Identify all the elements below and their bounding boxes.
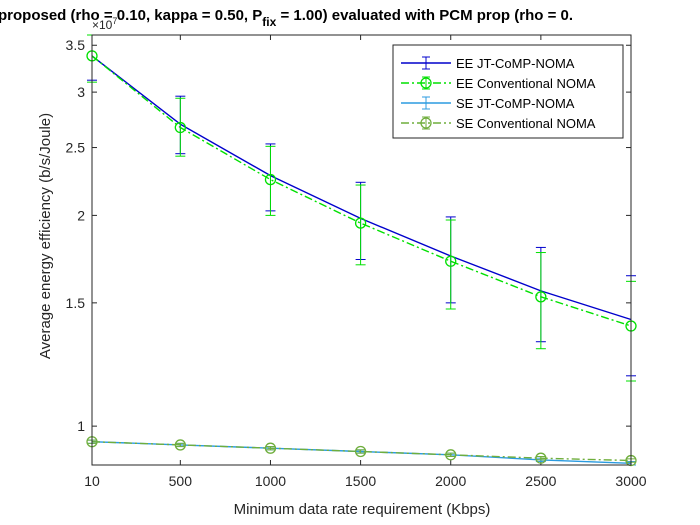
x-tick-label: 1500 — [345, 473, 376, 489]
x-tick-label: 10 — [84, 473, 100, 489]
data-point — [174, 121, 186, 134]
data-point — [445, 449, 457, 461]
data-point — [174, 439, 186, 451]
series-line — [91, 441, 632, 462]
y-tick-label: 1 — [77, 418, 85, 434]
legend-marker — [420, 117, 432, 129]
legend-entry: EE Conventional NOMA — [401, 76, 596, 91]
y-tick-label: 1.5 — [66, 295, 86, 311]
plot-frame — [91, 34, 632, 466]
chart-title-tail: = 1.00) evaluated with PCM prop (rho = 0… — [276, 7, 573, 24]
data-point — [535, 452, 547, 464]
data-point — [264, 173, 277, 186]
y-tick-label: 2 — [77, 207, 85, 223]
data-point — [354, 217, 367, 229]
x-tick-label: 1000 — [255, 473, 286, 489]
y-tick-label: 3.5 — [66, 37, 86, 53]
data-point — [354, 445, 367, 458]
legend-entry: EE JT-CoMP-NOMA — [401, 56, 575, 71]
axes-ticks — [91, 35, 632, 465]
legend-label: SE Conventional NOMA — [456, 116, 596, 131]
x-tick-label: 2500 — [525, 473, 556, 489]
data-point — [264, 442, 277, 454]
chart-title-subscript: fix — [262, 15, 276, 29]
data-point — [535, 291, 547, 303]
y-axis-label: Average energy efficiency (b/s/Joule) — [37, 113, 54, 359]
legend-label: SE JT-CoMP-NOMA — [456, 96, 575, 111]
y-multiplier-base: ×10 — [92, 18, 113, 32]
x-tick-label: 2000 — [435, 473, 466, 489]
x-tick-label: 3000 — [615, 473, 646, 489]
x-tick-label: 500 — [169, 473, 193, 489]
legend-marker — [420, 77, 432, 89]
x-axis-label: Minimum data rate requirement (Kbps) — [234, 501, 491, 518]
y-multiplier: ×107 — [92, 16, 117, 32]
y-tick-label: 3 — [77, 84, 85, 100]
y-multiplier-exponent: 7 — [112, 16, 117, 26]
data-point — [445, 255, 457, 267]
legend-label: EE Conventional NOMA — [456, 76, 596, 91]
chart-title-main: proposed (rho = 0.10, kappa = 0.50, P — [0, 7, 262, 24]
legend-entry: SE JT-CoMP-NOMA — [401, 96, 575, 111]
legend: EE JT-CoMP-NOMA EE Conventional NOMA SE JT… — [392, 44, 624, 139]
series-line — [91, 55, 632, 327]
chart-title: proposed (rho = 0.10, kappa = 0.50, Pfix… — [0, 7, 573, 29]
tick-labels: 10 500 1000 1500 2000 2500 3000 1 1.5 2 2.5 3 3.5 — [66, 37, 647, 489]
legend-entry: SE Conventional NOMA — [401, 116, 596, 131]
legend-label: EE JT-CoMP-NOMA — [456, 56, 575, 71]
y-tick-label: 2.5 — [66, 140, 86, 156]
